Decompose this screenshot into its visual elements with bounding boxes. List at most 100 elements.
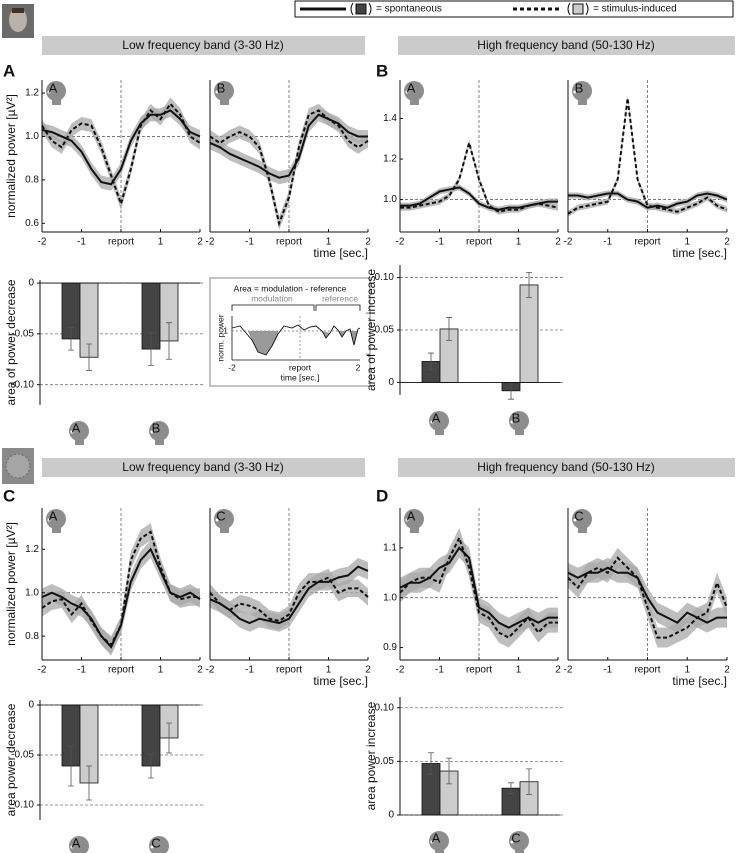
head-icon: [220, 98, 229, 105]
legend-swatch: [572, 3, 584, 15]
y-tick-label: 1.0: [25, 131, 39, 142]
y-tick-label: 1.2: [25, 88, 39, 99]
x-tick-label: -2: [396, 237, 405, 248]
inset-modulation: modulation: [251, 293, 293, 303]
head-eye: [405, 90, 409, 94]
series-line: [41, 109, 201, 186]
inset-reference: reference: [322, 293, 358, 303]
y-tick-label: 1.0: [383, 194, 397, 205]
head-eye: [510, 420, 514, 424]
error-band: [210, 568, 368, 630]
error-bar: [508, 782, 514, 794]
head-letter: A: [72, 835, 81, 850]
head-eye: [405, 518, 409, 522]
head-eye: [150, 845, 154, 849]
y-tick-label: 0.8: [25, 631, 39, 642]
header-bar: [398, 36, 735, 55]
x-tick-label: 2: [555, 665, 561, 676]
x-tick-label: report: [634, 237, 660, 248]
y-tick-label: 1.0: [383, 592, 397, 603]
x-tick-label: 2: [724, 665, 730, 676]
head-icon: [509, 831, 529, 851]
head-eye: [215, 518, 219, 522]
series-line: [567, 98, 728, 215]
x-axis-label: time [sec.]: [672, 246, 727, 260]
error-band: [568, 190, 727, 211]
error-band: [210, 103, 368, 230]
head-letter: C: [216, 508, 225, 523]
x-axis-label: time [sec.]: [672, 674, 727, 688]
header-bar: [42, 36, 365, 55]
head-eye: [47, 518, 51, 522]
head-icon: [46, 509, 66, 529]
y-tick-label: 1.0: [25, 587, 39, 598]
x-tick-label: -1: [245, 237, 254, 248]
head-eye: [150, 430, 154, 434]
x-tick-label: 1: [158, 237, 164, 248]
y-tick-label: 0: [388, 377, 394, 388]
error-bar: [68, 745, 74, 787]
y-tick-label: 0: [28, 700, 34, 711]
head-icon: [52, 98, 61, 105]
error-band: [42, 103, 200, 191]
head-icon: [435, 848, 444, 853]
y-tick-label: 1.2: [25, 544, 39, 555]
error-bar: [166, 722, 172, 754]
x-tick-label: -1: [77, 237, 86, 248]
y-axis-label: area of power decrease: [4, 279, 18, 405]
series-line: [41, 530, 200, 647]
y-tick-label: 0.05: [375, 756, 395, 767]
x-tick-label: 2: [365, 665, 371, 676]
head-icon: [155, 438, 164, 445]
x-tick-label: 1: [326, 237, 332, 248]
head-letter: A: [407, 80, 416, 95]
head-eye: [430, 840, 434, 844]
error-band: [568, 95, 727, 217]
error-bar: [446, 757, 452, 785]
x-tick-label: 1: [684, 665, 690, 676]
panel-letter: C: [3, 486, 15, 505]
y-axis-label: area of power increase: [364, 269, 378, 391]
head-eye: [430, 420, 434, 424]
inset-x-tick-label: 2: [356, 362, 361, 372]
header-bar: [42, 458, 365, 477]
inset-x-label: time [sec.]: [281, 372, 320, 382]
error-band: [400, 527, 558, 648]
x-axis-label: time [sec.]: [313, 246, 368, 260]
x-axis-label: time [sec.]: [313, 674, 368, 688]
head-icon: [404, 509, 424, 529]
x-tick-label: 1: [326, 665, 332, 676]
error-band: [400, 537, 558, 638]
x-tick-label: -2: [564, 237, 573, 248]
inset-title: Area = modulation - reference: [234, 283, 347, 293]
head-eye: [573, 518, 577, 522]
section-title: High frequency band (50-130 Hz): [477, 38, 654, 52]
error-bar: [446, 317, 452, 341]
head-icon: [572, 509, 592, 529]
x-tick-label: 1: [516, 665, 522, 676]
series-line: [209, 113, 368, 179]
error-bar: [428, 352, 434, 371]
x-tick-label: 2: [724, 237, 730, 248]
header-bar: [398, 458, 735, 477]
head-icon: [220, 526, 229, 533]
face-stimulus-icon: [2, 4, 34, 38]
head-icon: [429, 831, 449, 851]
panel-letter: A: [3, 61, 15, 80]
head-icon: [509, 411, 529, 431]
head-icon: [435, 428, 444, 435]
series-line: [209, 565, 369, 625]
head-icon: [410, 526, 419, 533]
legend-label: = spontaneous: [376, 4, 442, 15]
x-tick-label: -1: [603, 237, 612, 248]
x-tick-label: report: [108, 665, 134, 676]
y-tick-label: -0.05: [11, 329, 34, 340]
x-tick-label: 2: [555, 237, 561, 248]
series-line: [399, 535, 558, 639]
legend-paren: [350, 2, 372, 16]
head-icon: [214, 81, 234, 101]
head-icon: [572, 81, 592, 101]
head-letter: B: [217, 80, 226, 95]
error-bar: [526, 271, 532, 298]
head-icon: [515, 848, 524, 853]
